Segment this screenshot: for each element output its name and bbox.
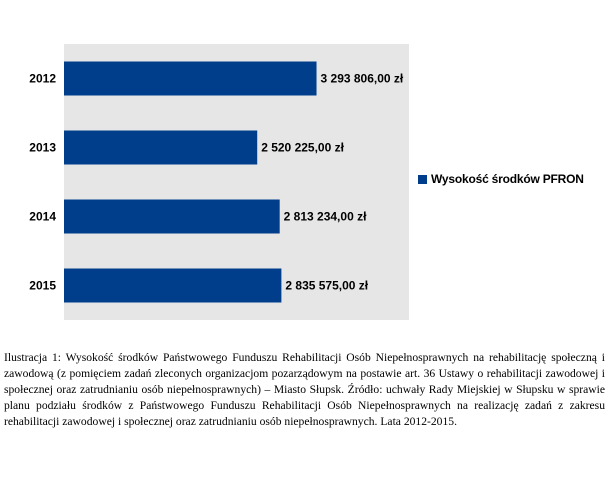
data-labels: 3 293 806,00 zł 2 520 225,00 zł 2 813 234,… xyxy=(261,72,404,293)
bar-2015 xyxy=(64,268,282,303)
bar-chart: 3 293 806,00 zł 2 520 225,00 zł 2 813 234,… xyxy=(29,44,409,320)
category-label-2015: 2015 xyxy=(29,279,56,293)
chart-area: 3 293 806,00 zł 2 520 225,00 zł 2 813 234,… xyxy=(29,44,584,320)
data-label-2015: 2 835 575,00 zł xyxy=(285,279,368,293)
data-label-2013: 2 520 225,00 zł xyxy=(261,141,344,155)
figure-caption: Ilustracja 1: Wysokość środków Państwowe… xyxy=(4,351,605,428)
legend-label: Wysokość środków PFRON xyxy=(431,172,584,186)
data-label-2014: 2 813 234,00 zł xyxy=(284,210,367,224)
legend: Wysokość środków PFRON xyxy=(418,172,584,186)
category-label-2012: 2012 xyxy=(29,72,56,86)
legend-swatch xyxy=(418,174,427,184)
category-labels: 2012 2013 2014 2015 xyxy=(29,72,56,293)
bar-2012 xyxy=(64,61,317,96)
bars xyxy=(64,61,317,303)
category-label-2013: 2013 xyxy=(29,141,56,155)
bar-2013 xyxy=(64,130,258,165)
data-label-2012: 3 293 806,00 zł xyxy=(321,72,404,86)
bar-2014 xyxy=(64,199,280,234)
category-label-2014: 2014 xyxy=(29,210,56,224)
